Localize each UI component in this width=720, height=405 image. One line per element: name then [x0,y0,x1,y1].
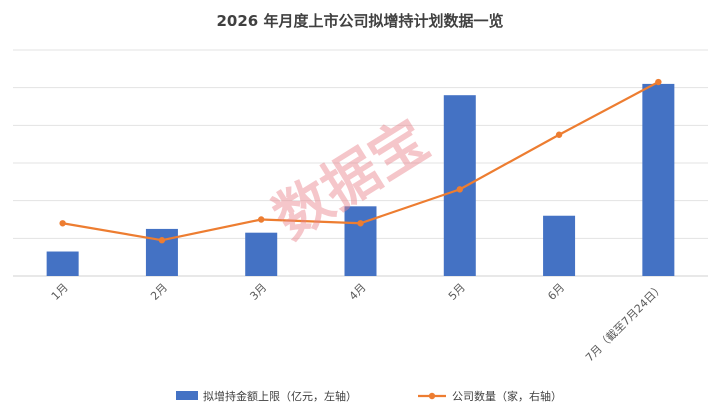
bar [46,251,79,276]
line-point [158,237,166,244]
line-series [59,78,662,244]
line-point [258,216,265,223]
line-point [357,220,364,227]
x-tick-label: 5月 [446,281,468,303]
bar [145,228,178,276]
chart-title: 2026 年月度上市公司拟增持计划数据一览 [217,12,504,30]
x-axis: 1月 2月 3月 4月 5月 6月 7月（截至7月24日） [49,280,667,364]
legend: 拟增持金额上限（亿元，左轴） 公司数量（家，右轴） [176,389,562,403]
bar [443,95,476,276]
x-tick-label: 3月 [247,281,269,303]
line-point [456,186,463,193]
bar [642,83,675,277]
x-tick-label: 6月 [545,281,567,303]
line-point [59,220,66,227]
line-point [655,78,662,86]
legend-bar-label: 拟增持金额上限（亿元，左轴） [203,389,357,403]
x-tick-label: 2月 [148,281,170,303]
bar [543,215,576,276]
gridlines [13,49,708,277]
line-point [555,131,563,138]
bar [344,206,377,276]
legend-line-marker [428,392,436,400]
legend-line-label: 公司数量（家，右轴） [452,389,562,403]
x-tick-label: 4月 [347,281,369,303]
bar-series [46,83,675,277]
x-tick-label: 7月（截至7月24日） [582,280,666,364]
x-tick-label: 1月 [49,281,71,303]
legend-bar-swatch [176,391,198,400]
bar [245,232,278,276]
